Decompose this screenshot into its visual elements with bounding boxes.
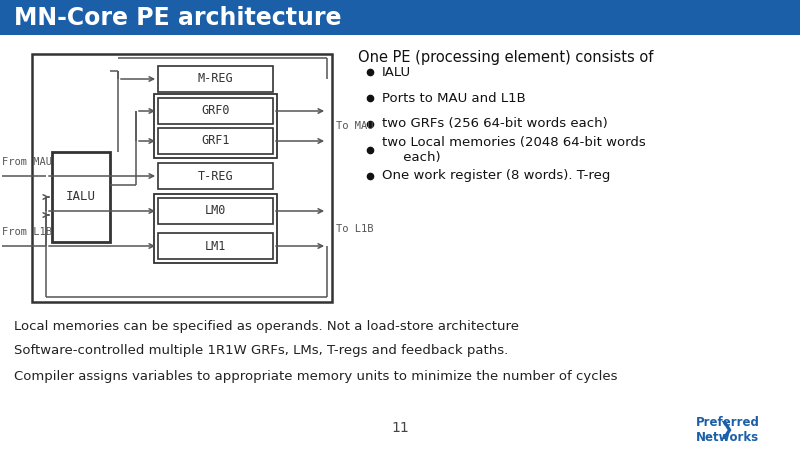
- Bar: [52, 152, 110, 242]
- Text: Compiler assigns variables to appropriate memory units to minimize the number of: Compiler assigns variables to appropriat…: [14, 370, 618, 383]
- Text: One PE (processing element) consists of: One PE (processing element) consists of: [358, 50, 654, 65]
- Text: One work register (8 words). T-reg: One work register (8 words). T-reg: [382, 170, 610, 183]
- Text: IALU: IALU: [66, 190, 96, 203]
- Text: GRF0: GRF0: [202, 104, 230, 117]
- Bar: [32, 54, 332, 302]
- Bar: [158, 198, 273, 224]
- Text: two Local memories (2048 64-bit words
     each): two Local memories (2048 64-bit words ea…: [382, 136, 646, 164]
- Text: M-REG: M-REG: [198, 72, 234, 86]
- Text: Local memories can be specified as operands. Not a load-store architecture: Local memories can be specified as opera…: [14, 320, 519, 333]
- Bar: [158, 66, 273, 92]
- Text: From L1B: From L1B: [2, 227, 52, 237]
- Text: T-REG: T-REG: [198, 170, 234, 183]
- Bar: [154, 94, 277, 158]
- Text: GRF1: GRF1: [202, 135, 230, 148]
- Text: Preferred
Networks: Preferred Networks: [696, 416, 760, 444]
- Text: ❯: ❯: [718, 421, 734, 439]
- Text: To MAU: To MAU: [336, 121, 374, 131]
- Text: From MAU: From MAU: [2, 157, 52, 167]
- Text: To L1B: To L1B: [336, 224, 374, 234]
- Bar: [158, 128, 273, 154]
- Text: Ports to MAU and L1B: Ports to MAU and L1B: [382, 91, 526, 104]
- Text: LM0: LM0: [205, 204, 226, 217]
- Text: IALU: IALU: [382, 66, 411, 78]
- Bar: [158, 233, 273, 259]
- Text: 11: 11: [391, 421, 409, 435]
- Bar: [154, 194, 277, 263]
- Bar: [0, 0, 800, 35]
- Text: LM1: LM1: [205, 239, 226, 252]
- Text: MN-Core PE architecture: MN-Core PE architecture: [14, 6, 342, 30]
- Bar: [158, 163, 273, 189]
- Bar: [158, 98, 273, 124]
- Text: Software-controlled multiple 1R1W GRFs, LMs, T-regs and feedback paths.: Software-controlled multiple 1R1W GRFs, …: [14, 344, 508, 357]
- Text: two GRFs (256 64-bit words each): two GRFs (256 64-bit words each): [382, 117, 608, 130]
